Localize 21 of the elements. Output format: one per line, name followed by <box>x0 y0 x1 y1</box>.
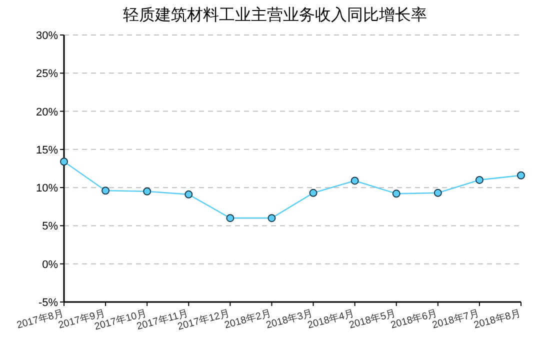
point <box>392 190 400 198</box>
y-tick-label: 5% <box>42 220 58 233</box>
point <box>475 176 484 184</box>
point <box>350 176 359 185</box>
point <box>309 188 318 197</box>
chart-title: 轻质建筑材料工业主营业务收入同比增长率 <box>123 6 427 24</box>
point <box>268 214 276 222</box>
point <box>184 190 193 198</box>
y-tick-label: 20% <box>36 106 58 118</box>
y-tick-label: 0% <box>42 258 58 271</box>
point <box>102 186 110 195</box>
point <box>434 188 442 197</box>
y-tick-label: 10% <box>36 182 58 195</box>
y-tick-label: 15% <box>36 144 58 156</box>
point <box>226 214 234 222</box>
y-tick-label: -5% <box>38 297 58 309</box>
y-tick-label: 30% <box>36 30 58 42</box>
point <box>60 158 68 166</box>
point <box>143 187 152 196</box>
point <box>517 171 525 180</box>
y-tick-label: 25% <box>36 68 58 80</box>
